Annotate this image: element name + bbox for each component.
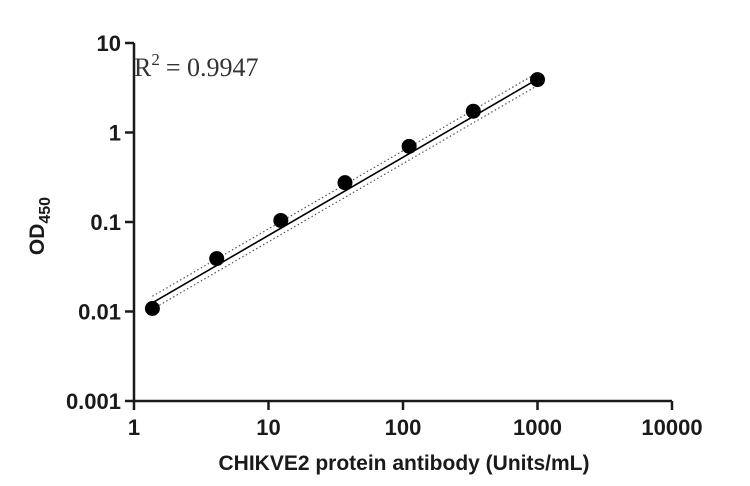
r-squared-exponent: 2 bbox=[151, 50, 160, 69]
x-ticks: 1 10 100 1000 10000 bbox=[128, 401, 703, 440]
y-tick-label: 0.001 bbox=[66, 389, 121, 414]
data-points bbox=[144, 72, 545, 317]
x-tick-label: 10000 bbox=[641, 415, 702, 440]
y-ticks: 0.001 0.01 0.1 1 10 bbox=[66, 31, 134, 414]
confidence-band-lower bbox=[152, 84, 538, 310]
y-tick-label: 0.01 bbox=[78, 300, 121, 325]
x-tick-label: 1 bbox=[128, 415, 140, 440]
x-tick-label: 100 bbox=[385, 415, 422, 440]
x-tick-label: 1000 bbox=[513, 415, 562, 440]
y-axis-title-sub: 450 bbox=[37, 197, 54, 224]
data-point bbox=[144, 301, 160, 317]
r-squared-value: = 0.9947 bbox=[166, 53, 259, 82]
y-axis-title-main: OD bbox=[26, 224, 49, 256]
axes bbox=[132, 43, 672, 403]
data-point bbox=[273, 212, 289, 228]
data-point bbox=[465, 103, 481, 119]
data-point bbox=[209, 251, 225, 267]
r-squared-annotation: R2 = 0.9947 bbox=[134, 50, 259, 82]
data-point bbox=[401, 138, 417, 154]
y-tick-label: 1 bbox=[109, 121, 121, 146]
data-point bbox=[530, 72, 545, 88]
y-tick-label: 10 bbox=[97, 31, 121, 56]
x-axis-title: CHIKVE2 protein antibody (Units/mL) bbox=[218, 452, 589, 475]
y-tick-label: 0.1 bbox=[90, 210, 121, 235]
x-tick-label: 10 bbox=[256, 415, 280, 440]
r-squared-letter: R bbox=[134, 53, 152, 82]
y-axis-title: OD450 bbox=[26, 197, 54, 255]
data-point bbox=[337, 175, 353, 191]
